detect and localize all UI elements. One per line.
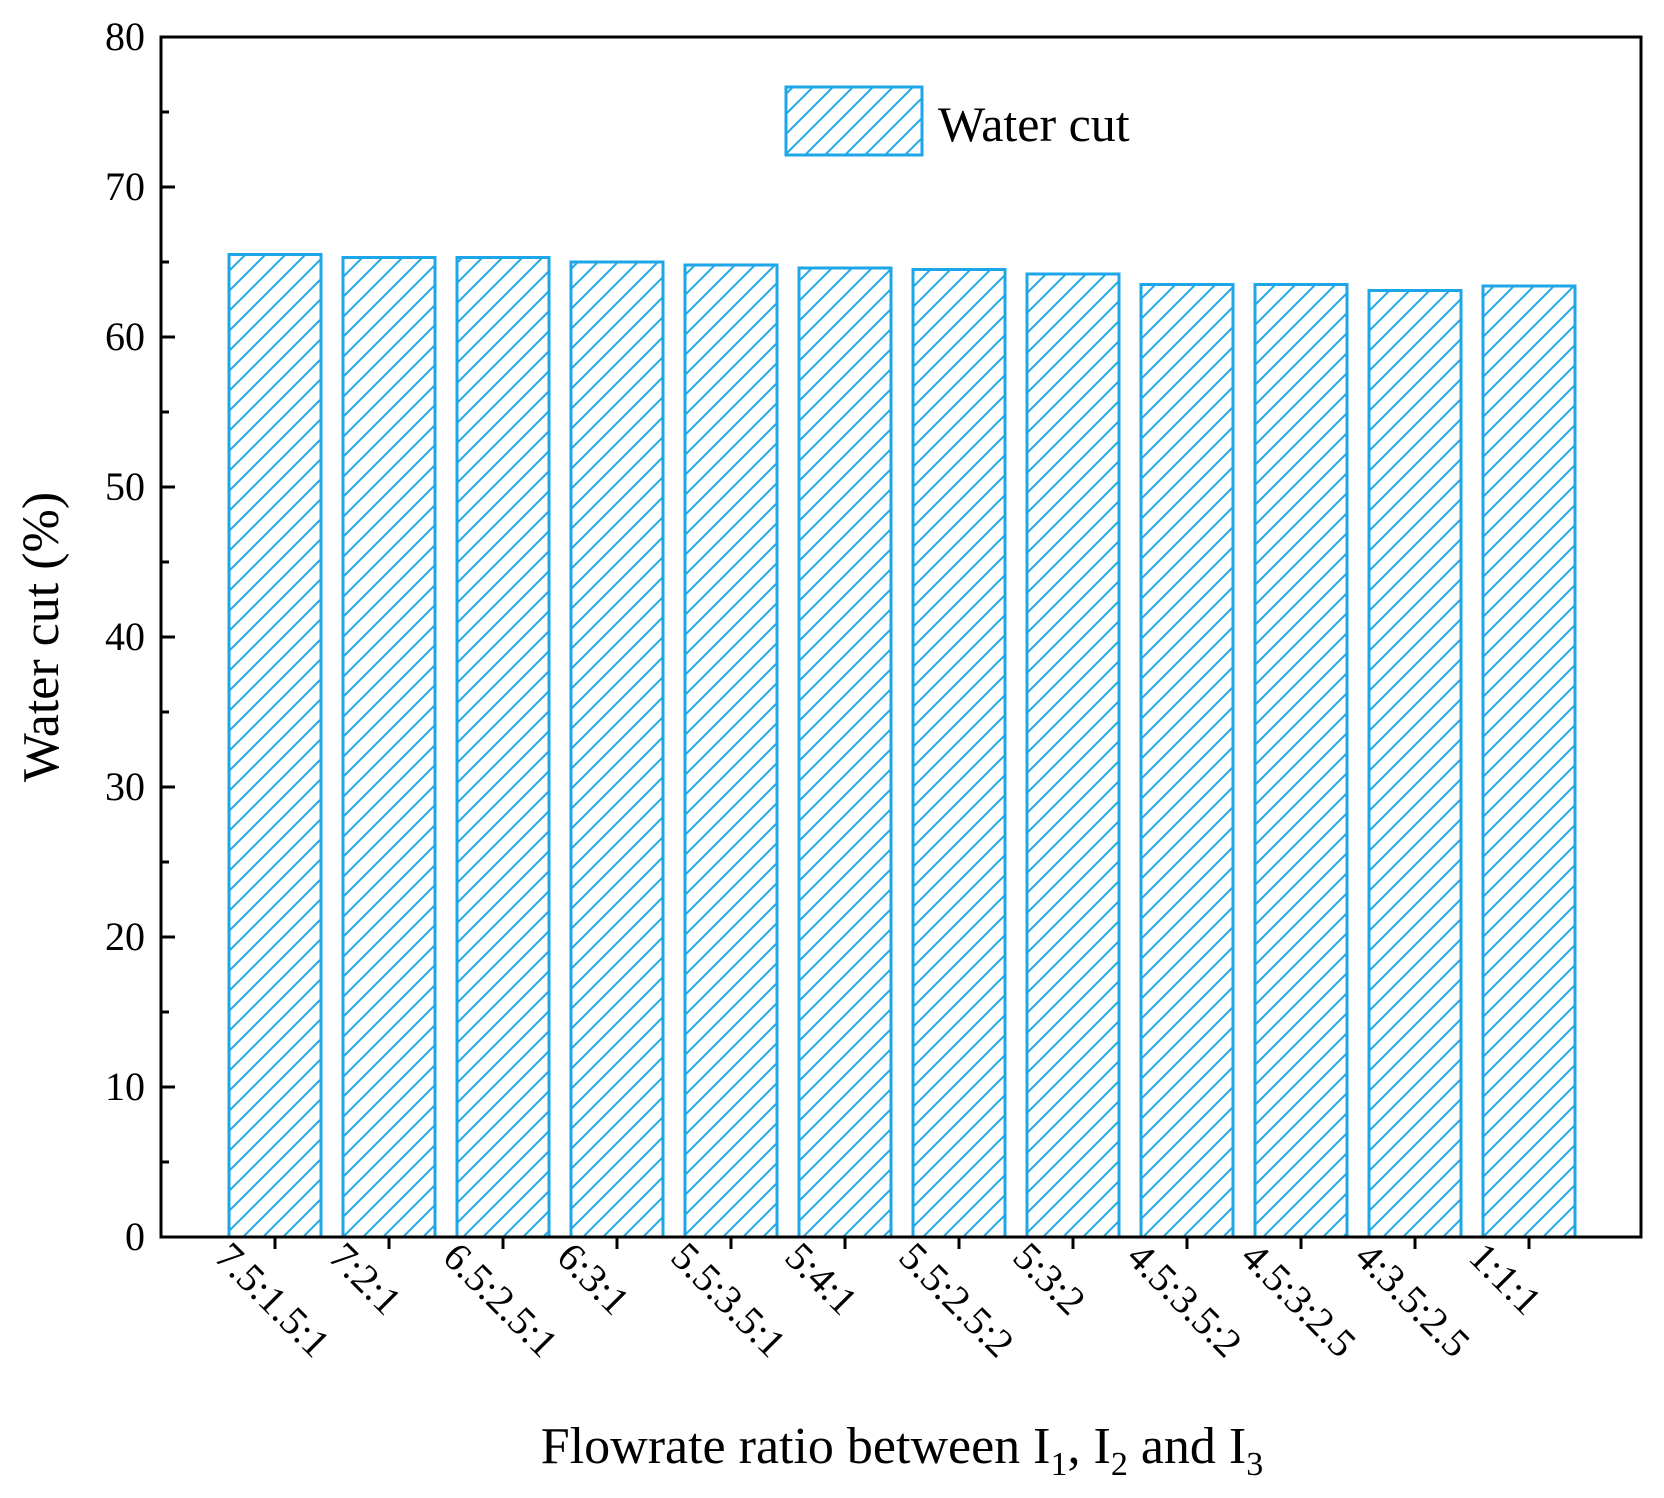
x-tick-label: 6:3:1 (549, 1234, 639, 1324)
y-tick-label: 60 (105, 314, 145, 359)
x-tick-label: 4:3.5:2.5 (1347, 1234, 1479, 1366)
bar-4.5:3:2.5 (1253, 283, 1349, 1239)
x-axis-title: Flowrate ratio between I1, I2 and I3 (541, 1418, 1263, 1483)
legend-label: Water cut (938, 96, 1130, 152)
x-tick-label: 5.5:2.5:2 (891, 1234, 1023, 1366)
legend: Water cut (784, 85, 1130, 157)
bar-5:4:1 (797, 266, 893, 1239)
x-tick-label: 7.5:1.5:1 (207, 1234, 339, 1366)
bar-1:1:1 (1481, 284, 1577, 1239)
y-tick-label: 10 (105, 1064, 145, 1109)
legend-swatch (784, 85, 924, 157)
x-axis-title-sub-2: 2 (1111, 1446, 1128, 1483)
x-tick-label: 5:3:2 (1005, 1234, 1095, 1324)
x-tick-label: 5:4:1 (777, 1234, 867, 1324)
bar-5.5:3.5:1 (683, 263, 779, 1239)
y-axis-title: Water cut (%) (13, 492, 70, 782)
x-tick-label: 7:2:1 (321, 1234, 411, 1324)
x-tick-label: 4.5:3.5:2 (1119, 1234, 1251, 1366)
x-axis-title-sub-1: 1 (1050, 1446, 1067, 1483)
bar-7.5:1.5:1 (227, 253, 323, 1239)
x-axis-ticks: 7.5:1.5:17:2:1 6.5:2.5:16:3:1 5.5:3.5:15:4… (207, 1234, 1551, 1366)
x-axis-title-text-3: and I (1128, 1418, 1246, 1475)
y-tick-label: 30 (105, 764, 145, 809)
x-axis-title-text-2: , I (1067, 1418, 1110, 1475)
x-tick-label: 4.5:3:2.5 (1233, 1234, 1365, 1366)
y-tick-label: 50 (105, 464, 145, 509)
bar-5.5:2.5:2 (911, 268, 1007, 1239)
bars-group (227, 253, 1577, 1239)
x-tick-label: 5.5:3.5:1 (663, 1234, 795, 1366)
x-axis-title-sub-3: 3 (1246, 1446, 1263, 1483)
x-tick-label: 6.5:2.5:1 (435, 1234, 567, 1366)
y-tick-label: 40 (105, 614, 145, 659)
bar-4:3.5:2.5 (1367, 289, 1463, 1239)
y-tick-label: 0 (125, 1214, 145, 1259)
bar-4.5:3.5:2 (1139, 283, 1235, 1239)
y-tick-label: 20 (105, 914, 145, 959)
bar-6:3:1 (569, 260, 665, 1239)
x-tick-label: 1:1:1 (1461, 1234, 1551, 1324)
bar-5:3:2 (1025, 272, 1121, 1239)
x-axis-title-text: Flowrate ratio between I (541, 1418, 1051, 1475)
plot-frame (159, 35, 1643, 1239)
bar-6.5:2.5:1 (455, 256, 551, 1239)
y-tick-label: 70 (105, 164, 145, 209)
y-axis-ticks: 0 10 20 30 40 50 60 70 80 (105, 14, 175, 1259)
y-tick-label: 80 (105, 14, 145, 59)
bar-7:2:1 (341, 256, 437, 1239)
